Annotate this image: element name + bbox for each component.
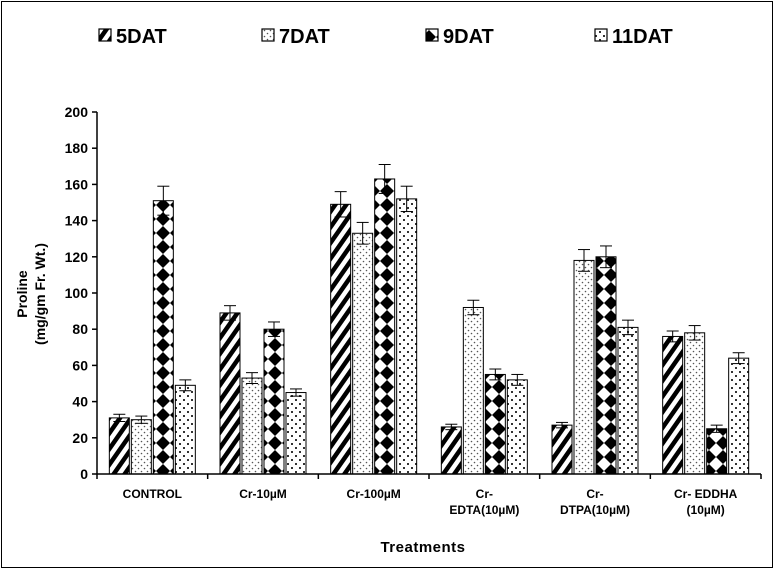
x-category-label: Cr- bbox=[476, 487, 493, 501]
y-tick-label: 20 bbox=[72, 430, 88, 446]
bar-7DAT-0 bbox=[130, 419, 152, 475]
y-tick-label: 160 bbox=[65, 176, 89, 192]
x-category-label: DTPA(10µM) bbox=[560, 503, 630, 517]
legend-swatch-5DAT bbox=[98, 28, 112, 42]
legend: 5DAT 7DAT 9DAT 11DAT bbox=[98, 26, 673, 48]
y-tick-label: 80 bbox=[72, 321, 88, 337]
bar-5DAT-2 bbox=[330, 203, 352, 475]
bar-5DAT-0 bbox=[108, 417, 130, 475]
legend-swatch-9DAT bbox=[425, 28, 439, 42]
y-tick-label: 0 bbox=[80, 466, 88, 482]
y-tick-label: 60 bbox=[72, 357, 88, 373]
y-axis-title-line2: (mg/gm Fr. Wt.) bbox=[32, 243, 48, 345]
bar-11DAT-0 bbox=[174, 384, 196, 475]
bar-9DAT-0 bbox=[152, 200, 174, 475]
x-category-label: Cr- EDDHA bbox=[674, 487, 738, 501]
bar-5DAT-4 bbox=[551, 424, 573, 475]
legend-label-11DAT: 11DAT bbox=[612, 26, 673, 48]
bar-9DAT-2 bbox=[374, 178, 396, 475]
bar-11DAT-2 bbox=[396, 198, 418, 475]
bar-9DAT-1 bbox=[263, 328, 285, 475]
x-category-label: (10µM) bbox=[687, 503, 725, 517]
bar-9DAT-4 bbox=[595, 256, 617, 475]
x-axis: CONTROL Cr-10µM Cr-100µM Cr- EDTA(10µM) Cr- DT… bbox=[96, 473, 762, 517]
bar-5DAT-3 bbox=[440, 426, 462, 475]
y-axis-title-line1: Proline bbox=[14, 270, 30, 318]
y-tick-label: 180 bbox=[65, 140, 89, 156]
bar-7DAT-3 bbox=[462, 306, 484, 475]
bar-7DAT-1 bbox=[241, 377, 263, 475]
legend-label-5DAT: 5DAT bbox=[116, 26, 167, 48]
x-category-label: Cr-100µM bbox=[347, 487, 401, 501]
bars bbox=[108, 163, 750, 475]
y-tick-label: 120 bbox=[65, 249, 89, 265]
bar-11DAT-3 bbox=[506, 379, 528, 475]
y-axis: 0 20 40 60 80 100 120 140 160 180 200 bbox=[65, 104, 98, 482]
x-category-label: EDTA(10µM) bbox=[449, 503, 519, 517]
bar-9DAT-5 bbox=[706, 428, 728, 475]
legend-swatch-7DAT bbox=[261, 28, 275, 42]
bar-5DAT-1 bbox=[219, 312, 241, 475]
x-category-label: CONTROL bbox=[123, 487, 182, 501]
bar-11DAT-1 bbox=[285, 392, 307, 475]
x-category-label: Cr- bbox=[586, 487, 603, 501]
y-tick-label: 40 bbox=[72, 394, 88, 410]
y-axis-title: Proline (mg/gm Fr. Wt.) bbox=[14, 243, 48, 345]
y-tick-label: 100 bbox=[65, 285, 89, 301]
legend-swatch-11DAT bbox=[594, 28, 608, 42]
bar-7DAT-4 bbox=[573, 259, 595, 475]
legend-label-7DAT: 7DAT bbox=[279, 26, 330, 48]
y-tick-label: 140 bbox=[65, 213, 89, 229]
legend-label-9DAT: 9DAT bbox=[443, 26, 494, 48]
bar-7DAT-5 bbox=[684, 332, 706, 475]
bar-9DAT-3 bbox=[484, 373, 506, 475]
y-tick-label: 200 bbox=[65, 104, 89, 120]
bar-7DAT-2 bbox=[352, 232, 374, 475]
bar-5DAT-5 bbox=[662, 335, 684, 475]
x-axis-title: Treatments bbox=[380, 539, 465, 556]
bar-11DAT-4 bbox=[617, 326, 639, 475]
x-category-label: Cr-10µM bbox=[239, 487, 287, 501]
bar-11DAT-5 bbox=[728, 357, 750, 475]
